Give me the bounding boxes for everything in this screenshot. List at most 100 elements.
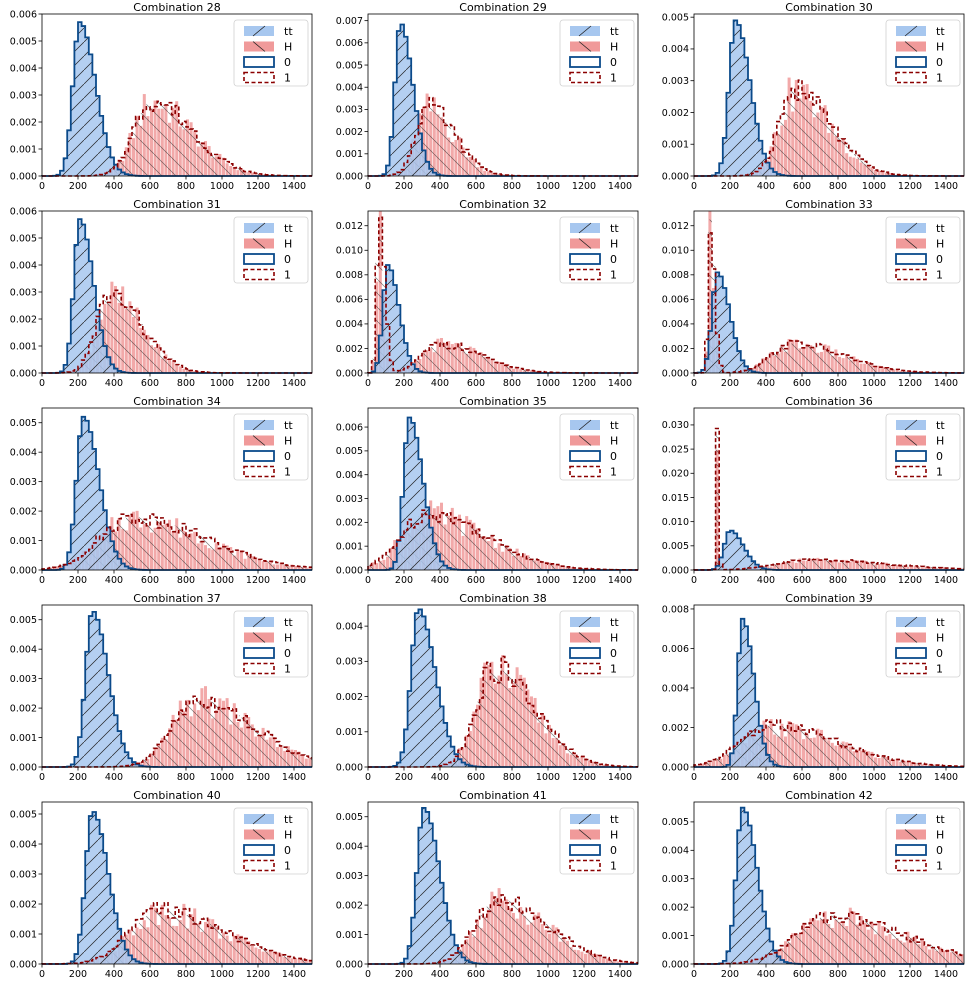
x-tick-label: 200 — [395, 969, 413, 980]
y-tick-label: 0.004 — [336, 470, 363, 481]
y-tick-label: 0.004 — [10, 839, 37, 850]
legend-label: 0 — [936, 647, 943, 660]
legend-label: 0 — [936, 56, 943, 69]
legend-label: H — [284, 435, 292, 448]
legend-label: tt — [284, 813, 293, 826]
x-tick-label: 1000 — [862, 181, 886, 192]
y-tick-label: 0.008 — [336, 270, 363, 281]
x-tick-label: 1400 — [282, 181, 306, 192]
legend-handle-1 — [895, 71, 927, 84]
y-tick-label: 0.003 — [662, 874, 689, 885]
legend-label: 0 — [610, 253, 617, 266]
x-tick-label: 200 — [721, 181, 739, 192]
y-tick-label: 0.007 — [336, 16, 363, 27]
legend-label: H — [936, 435, 944, 448]
legend-hatch — [578, 238, 592, 249]
legend-box — [885, 807, 961, 875]
legend-hatch — [578, 41, 592, 52]
legend-handle-0 — [895, 450, 927, 462]
y-tick-label: 0.015 — [662, 493, 689, 504]
legend-hatch — [578, 813, 592, 825]
legend-label: 1 — [284, 663, 291, 676]
y-tick-label: 0.004 — [662, 683, 689, 694]
y-tick-label: 0.001 — [10, 536, 37, 547]
x-tick-label: 800 — [503, 378, 521, 389]
x-tick-label: 400 — [105, 181, 123, 192]
y-tick-label: 0.003 — [336, 657, 363, 668]
x-tick-label: 1400 — [934, 575, 958, 586]
plot-frame — [367, 13, 639, 177]
x-tick-label: 1000 — [862, 378, 886, 389]
x-tick-label: 1000 — [210, 378, 234, 389]
legend-hatch — [578, 419, 592, 431]
chart-panel: Combination 29 0 200 400 600 800 1000 1200 1400 0… — [336, 1, 639, 192]
chart-panel: Combination 31 0 200 400 600 800 1000 1200 1400 0… — [10, 198, 313, 389]
x-tick-label: 0 — [39, 181, 45, 192]
x-tick-label: 0 — [39, 969, 45, 980]
x-tick-label: 400 — [105, 772, 123, 783]
y-tick-label: 0.002 — [10, 314, 37, 325]
legend-label: 1 — [610, 663, 617, 676]
tt-hatch — [694, 272, 964, 373]
y-tick-label: 0.005 — [662, 12, 689, 23]
y-tick-label: 0.005 — [10, 233, 37, 244]
legend-handle-0 — [895, 647, 927, 659]
tt-hatch — [42, 22, 312, 176]
h-hatch — [694, 90, 964, 176]
legend-hatch — [904, 25, 918, 37]
y-tick-label: 0.008 — [662, 270, 689, 281]
legend-handle-0 — [895, 253, 927, 265]
y-tick-label: 0.002 — [10, 506, 37, 517]
chart-title: Combination 38 — [459, 592, 546, 605]
plot-frame — [693, 13, 965, 177]
legend-handle-0 — [895, 56, 927, 68]
legend-label: 0 — [610, 56, 617, 69]
x-tick-label: 1200 — [898, 181, 922, 192]
y-tick-label: 0.003 — [336, 105, 363, 116]
x-tick-label: 400 — [105, 969, 123, 980]
y-tick-label: 0.002 — [662, 344, 689, 355]
legend-box — [559, 216, 635, 284]
x-tick-label: 800 — [177, 378, 195, 389]
legend-handle-0 — [243, 56, 275, 68]
legend-hatch — [904, 632, 918, 643]
x-tick-label: 600 — [467, 378, 485, 389]
h-hatch — [368, 899, 638, 964]
x-tick-label: 1000 — [210, 969, 234, 980]
legend-hatch — [578, 616, 592, 628]
x-tick-label: 800 — [829, 575, 847, 586]
plot-frame — [367, 407, 639, 571]
y-tick-label: 0.001 — [662, 931, 689, 942]
legend-label: 1 — [936, 466, 943, 479]
legend-hatch — [252, 25, 266, 37]
x-tick-label: 1000 — [536, 575, 560, 586]
legend-label: 1 — [936, 663, 943, 676]
x-tick-label: 600 — [793, 181, 811, 192]
legend-box — [559, 610, 635, 678]
x-tick-label: 0 — [691, 969, 697, 980]
y-tick-label: 0.002 — [662, 108, 689, 119]
legend-label: tt — [610, 419, 619, 432]
legend-handle-1 — [569, 662, 601, 675]
x-tick-label: 1200 — [572, 575, 596, 586]
legend-label: 0 — [936, 450, 943, 463]
legend-handle-1 — [569, 859, 601, 872]
legend-box — [559, 19, 635, 87]
x-tick-label: 0 — [691, 181, 697, 192]
x-tick-label: 600 — [141, 181, 159, 192]
legend-hatch — [252, 419, 266, 431]
chart-panel: Combination 30 0 200 400 600 800 1000 1200 1400 0… — [662, 1, 965, 192]
legend-box — [233, 413, 309, 481]
x-tick-label: 600 — [467, 181, 485, 192]
plot-frame — [693, 210, 965, 374]
plot-frame — [41, 604, 313, 768]
x-tick-label: 800 — [503, 772, 521, 783]
chart-title: Combination 28 — [133, 1, 220, 14]
x-tick-label: 0 — [691, 378, 697, 389]
y-tick-label: 0.000 — [662, 368, 689, 379]
legend-label: 0 — [284, 844, 291, 857]
y-tick-label: 0.006 — [662, 295, 689, 306]
x-tick-label: 400 — [431, 181, 449, 192]
x-tick-label: 400 — [431, 378, 449, 389]
